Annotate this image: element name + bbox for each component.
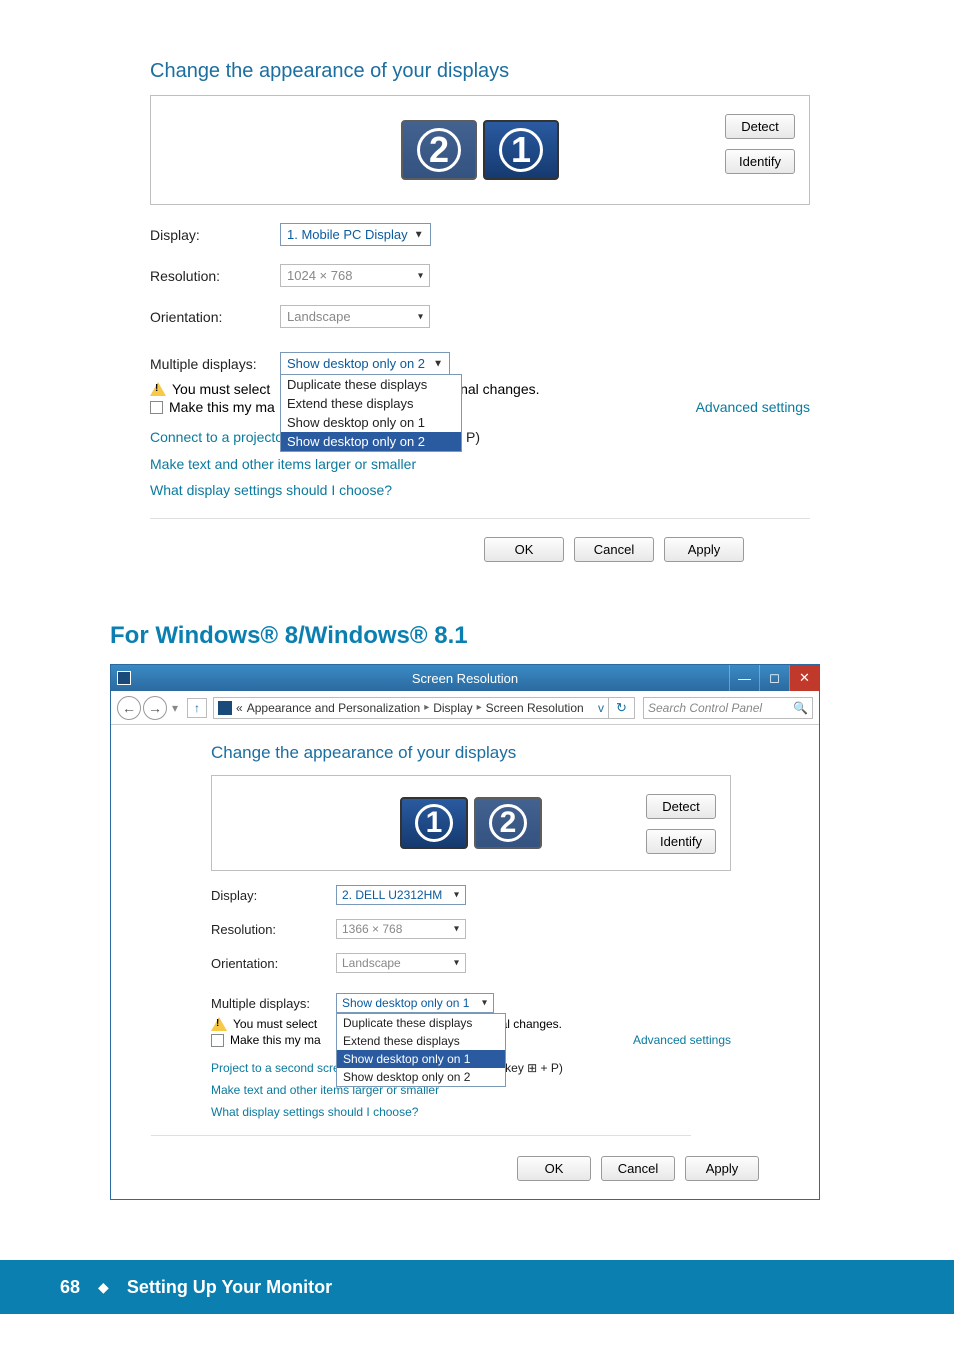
- orientation-dropdown[interactable]: Landscape▾: [280, 305, 430, 328]
- section-heading: For Windows® 8/Windows® 8.1: [110, 622, 884, 650]
- minimize-button[interactable]: —: [729, 665, 759, 691]
- w8-titlebar: Screen Resolution — ◻ ✕: [111, 665, 819, 691]
- main-display-label: Make this my ma: [169, 399, 275, 415]
- multidisplay-options: Duplicate these displays Extend these di…: [336, 1013, 506, 1087]
- warning-text-pre: You must select: [233, 1017, 317, 1031]
- warning-icon: [150, 382, 166, 396]
- cancel-button[interactable]: Cancel: [574, 537, 654, 562]
- w7-heading: Change the appearance of your displays: [150, 60, 884, 83]
- help-link[interactable]: What display settings should I choose?: [211, 1105, 799, 1119]
- chevron-down-icon: ▾: [482, 998, 487, 1009]
- forward-button[interactable]: →: [143, 696, 167, 720]
- w7-panel: 2 1 Detect Identify Display: 1. Mobile P…: [150, 95, 810, 498]
- display-label: Display:: [150, 227, 280, 243]
- addr-dropdown[interactable]: v: [598, 701, 604, 715]
- detect-button[interactable]: Detect: [725, 114, 795, 139]
- footer-title: Setting Up Your Monitor: [127, 1277, 332, 1298]
- option-only2[interactable]: Show desktop only on 2: [337, 1068, 505, 1086]
- ok-button[interactable]: OK: [484, 537, 564, 562]
- page-number: 68: [60, 1277, 80, 1298]
- windows-key-icon: ⊞: [527, 1061, 537, 1075]
- resolution-label: Resolution:: [211, 922, 336, 937]
- breadcrumb-1[interactable]: Appearance and Personalization: [247, 701, 420, 715]
- monitor-2[interactable]: 2: [401, 120, 477, 180]
- advanced-settings-link[interactable]: Advanced settings: [696, 399, 810, 415]
- monitor-1[interactable]: 1: [483, 120, 559, 180]
- monitor-preview-box: 1 2 Detect Identify: [211, 775, 731, 871]
- multidisplay-dropdown[interactable]: Show desktop only on 2▼: [280, 352, 450, 375]
- option-duplicate[interactable]: Duplicate these displays: [337, 1014, 505, 1032]
- w8-toolbar: ← → ▾ ↑ « Appearance and Personalization…: [111, 691, 819, 725]
- chevron-down-icon: ▾: [418, 311, 423, 322]
- resolution-label: Resolution:: [150, 268, 280, 284]
- monitor-preview-box: 2 1 Detect Identify: [150, 95, 810, 205]
- diamond-icon: ◆: [98, 1279, 109, 1296]
- main-display-checkbox[interactable]: [211, 1034, 224, 1047]
- w8-heading: Change the appearance of your displays: [211, 743, 799, 763]
- display-dropdown[interactable]: 2. DELL U2312HM▾: [336, 885, 466, 905]
- warning-text-post: onal changes.: [452, 381, 539, 397]
- close-button[interactable]: ✕: [789, 665, 819, 691]
- main-display-label: Make this my ma: [230, 1033, 321, 1047]
- w8-window: Screen Resolution — ◻ ✕ ← → ▾ ↑ « Appear…: [110, 664, 820, 1200]
- multidisplay-label: Multiple displays:: [150, 356, 280, 372]
- identify-button[interactable]: Identify: [725, 149, 795, 174]
- orientation-label: Orientation:: [211, 956, 336, 971]
- orientation-dropdown[interactable]: Landscape▾: [336, 953, 466, 973]
- warning-text-pre: You must select: [172, 381, 270, 397]
- maximize-button[interactable]: ◻: [759, 665, 789, 691]
- option-duplicate[interactable]: Duplicate these displays: [281, 375, 461, 394]
- main-display-checkbox[interactable]: [150, 401, 163, 414]
- identify-button[interactable]: Identify: [646, 829, 716, 854]
- option-only2[interactable]: Show desktop only on 2: [281, 432, 461, 451]
- multidisplay-label: Multiple displays:: [211, 996, 336, 1011]
- apply-button[interactable]: Apply: [664, 537, 744, 562]
- resolution-dropdown[interactable]: 1366 × 768▾: [336, 919, 466, 939]
- breadcrumb-3[interactable]: Screen Resolution: [486, 701, 584, 715]
- chevron-down-icon: ▾: [454, 958, 459, 969]
- chevron-right-icon: ▸: [424, 702, 429, 713]
- chevron-down-icon: ▾: [454, 890, 459, 901]
- text-size-link[interactable]: Make text and other items larger or smal…: [150, 456, 810, 472]
- cancel-button[interactable]: Cancel: [601, 1156, 675, 1181]
- detect-button[interactable]: Detect: [646, 794, 716, 819]
- orientation-label: Orientation:: [150, 309, 280, 325]
- window-icon: [117, 671, 131, 685]
- display-dropdown[interactable]: 1. Mobile PC Display▼: [280, 223, 431, 246]
- ok-button[interactable]: OK: [517, 1156, 591, 1181]
- option-only1[interactable]: Show desktop only on 1: [337, 1050, 505, 1068]
- apply-button[interactable]: Apply: [685, 1156, 759, 1181]
- multidisplay-options: Duplicate these displays Extend these di…: [280, 374, 462, 452]
- page-footer: 68 ◆ Setting Up Your Monitor: [0, 1260, 954, 1314]
- chevron-down-icon: ▼: [433, 358, 443, 369]
- up-button[interactable]: ↑: [187, 698, 207, 718]
- search-icon: 🔍: [793, 701, 808, 715]
- history-dropdown[interactable]: ▾: [172, 701, 178, 715]
- monitor-1[interactable]: 1: [400, 797, 468, 849]
- back-button[interactable]: ←: [117, 696, 141, 720]
- window-title: Screen Resolution: [412, 671, 518, 686]
- breadcrumb-2[interactable]: Display: [433, 701, 472, 715]
- option-extend[interactable]: Extend these displays: [281, 394, 461, 413]
- projector-link[interactable]: Connect to a projector (or press the ⊞ k…: [150, 429, 810, 446]
- option-only1[interactable]: Show desktop only on 1: [281, 413, 461, 432]
- resolution-dropdown[interactable]: 1024 × 768▾: [280, 264, 430, 287]
- address-bar[interactable]: « Appearance and Personalization ▸ Displ…: [213, 697, 609, 719]
- multidisplay-dropdown[interactable]: Show desktop only on 1▾: [336, 993, 494, 1013]
- warning-icon: [211, 1017, 227, 1031]
- folder-icon: [218, 701, 232, 715]
- search-input[interactable]: Search Control Panel🔍: [643, 697, 813, 719]
- monitor-2[interactable]: 2: [474, 797, 542, 849]
- display-label: Display:: [211, 888, 336, 903]
- chevron-down-icon: ▾: [418, 270, 423, 281]
- advanced-settings-link[interactable]: Advanced settings: [633, 1033, 731, 1047]
- help-link[interactable]: What display settings should I choose?: [150, 482, 810, 498]
- chevron-down-icon: ▼: [414, 229, 424, 240]
- chevron-down-icon: ▾: [454, 924, 459, 935]
- chevron-right-icon: ▸: [477, 702, 482, 713]
- refresh-button[interactable]: ↻: [609, 697, 635, 719]
- option-extend[interactable]: Extend these displays: [337, 1032, 505, 1050]
